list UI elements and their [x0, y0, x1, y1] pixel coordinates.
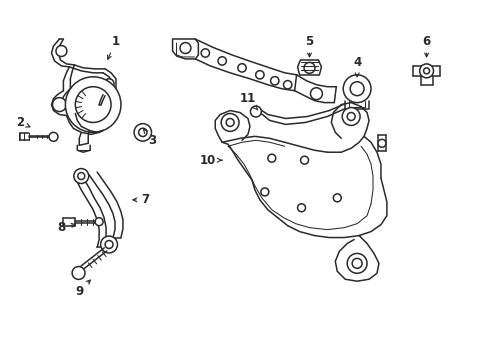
Circle shape	[104, 79, 114, 89]
Circle shape	[304, 62, 315, 73]
Circle shape	[134, 123, 151, 141]
Circle shape	[180, 42, 191, 54]
Circle shape	[250, 106, 261, 117]
Circle shape	[333, 194, 341, 202]
Circle shape	[378, 139, 386, 147]
Circle shape	[139, 128, 147, 136]
Circle shape	[105, 240, 113, 248]
Circle shape	[284, 81, 292, 89]
Circle shape	[268, 154, 276, 162]
Text: 7: 7	[133, 193, 150, 206]
Text: 8: 8	[57, 221, 75, 234]
Circle shape	[352, 258, 362, 268]
Text: 1: 1	[108, 35, 120, 59]
Circle shape	[95, 218, 103, 226]
Text: 10: 10	[200, 154, 222, 167]
Text: 11: 11	[240, 92, 258, 110]
Circle shape	[270, 77, 279, 85]
Text: 5: 5	[305, 35, 314, 57]
Circle shape	[226, 118, 234, 126]
Circle shape	[311, 88, 322, 100]
Circle shape	[74, 168, 89, 184]
Circle shape	[261, 188, 269, 196]
Circle shape	[100, 236, 118, 253]
Text: 4: 4	[353, 57, 361, 77]
Circle shape	[347, 113, 355, 121]
Circle shape	[221, 113, 239, 131]
Circle shape	[56, 46, 67, 57]
Circle shape	[75, 87, 111, 122]
Text: 3: 3	[144, 129, 157, 147]
Circle shape	[65, 77, 121, 132]
Circle shape	[78, 172, 85, 180]
Circle shape	[52, 98, 66, 112]
Circle shape	[218, 57, 226, 65]
Circle shape	[424, 68, 430, 74]
Text: 9: 9	[75, 280, 90, 298]
Circle shape	[300, 156, 309, 164]
Circle shape	[419, 64, 434, 78]
Circle shape	[343, 75, 371, 103]
Circle shape	[238, 64, 246, 72]
Circle shape	[350, 82, 364, 96]
Circle shape	[342, 108, 360, 125]
Circle shape	[72, 266, 85, 279]
Circle shape	[297, 204, 306, 212]
Circle shape	[347, 253, 367, 273]
Circle shape	[49, 132, 58, 141]
Text: 2: 2	[16, 116, 30, 129]
Text: 6: 6	[422, 35, 431, 57]
Circle shape	[201, 49, 210, 57]
Circle shape	[256, 71, 264, 79]
